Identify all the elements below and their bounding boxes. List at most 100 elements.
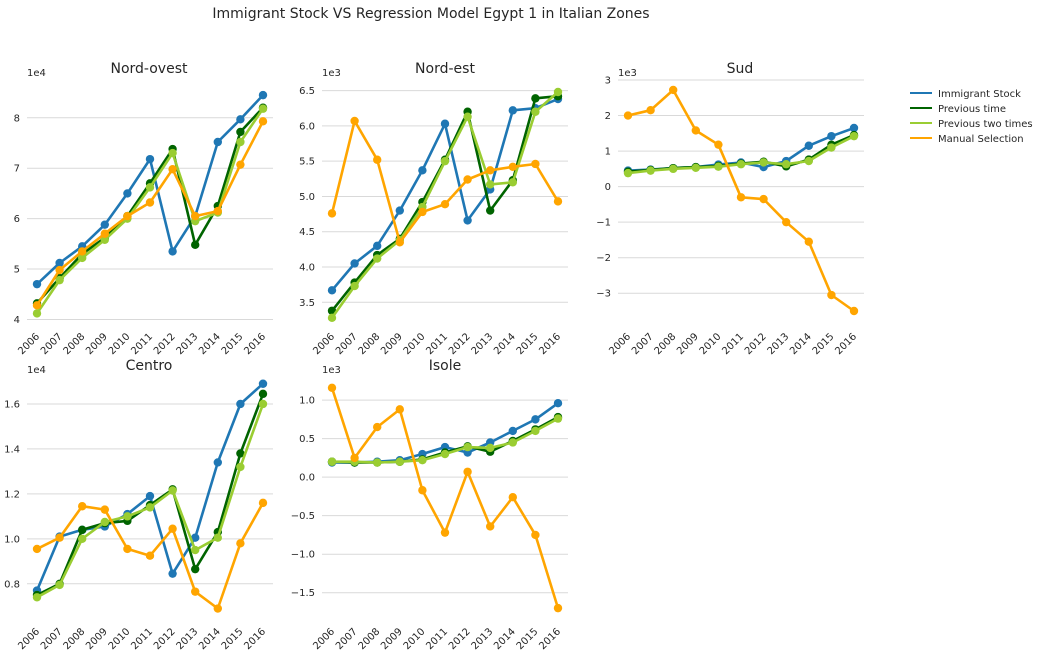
data-point-previous-two-times bbox=[782, 160, 791, 169]
data-point-manual-selection bbox=[123, 544, 132, 554]
y-offset-label: 1e4 bbox=[27, 365, 46, 376]
x-tick-label: 2008 bbox=[62, 626, 88, 652]
panel-title: Nord-ovest bbox=[111, 61, 189, 77]
data-point-previous-two-times bbox=[418, 456, 427, 465]
data-point-manual-selection bbox=[327, 209, 337, 218]
x-tick-label: 2014 bbox=[788, 331, 814, 357]
data-point-manual-selection bbox=[327, 383, 337, 392]
data-point-manual-selection bbox=[236, 539, 245, 548]
legend-label: Immigrant Stock bbox=[938, 89, 1021, 100]
panel-isole: Isole 1e3 −1.5−1.0−0.50.00.51.0200620072… bbox=[291, 358, 568, 652]
data-point-previous-two-times bbox=[32, 593, 42, 602]
x-tick-label: 2014 bbox=[492, 626, 518, 652]
y-tick-label: −3 bbox=[596, 289, 611, 300]
y-tick-label: 6.0 bbox=[299, 121, 315, 132]
data-point-previous-two-times bbox=[100, 517, 110, 527]
data-point-manual-selection bbox=[804, 237, 813, 246]
data-point-immigrant-stock bbox=[418, 166, 427, 175]
data-point-previous-time bbox=[78, 525, 87, 535]
data-point-previous-two-times bbox=[486, 180, 495, 189]
data-point-immigrant-stock bbox=[145, 154, 155, 164]
data-point-previous-two-times bbox=[258, 104, 268, 113]
x-tick-label: 2014 bbox=[197, 331, 223, 357]
y-tick-label: −1.0 bbox=[291, 550, 315, 561]
y-offset-label: 1e3 bbox=[618, 68, 637, 79]
panel-sud: Sud 1e3 −3−2−101232006200720082009201020… bbox=[596, 61, 864, 357]
data-point-immigrant-stock bbox=[236, 115, 245, 124]
panel-title: Sud bbox=[727, 61, 754, 77]
data-point-immigrant-stock bbox=[508, 426, 517, 436]
data-point-immigrant-stock bbox=[440, 119, 450, 128]
x-tick-label: 2009 bbox=[379, 331, 405, 357]
x-tick-label: 2016 bbox=[242, 626, 268, 652]
data-point-immigrant-stock bbox=[373, 241, 382, 251]
data-point-manual-selection bbox=[168, 165, 177, 174]
x-tick-label: 2010 bbox=[402, 331, 428, 357]
data-point-previous-two-times bbox=[32, 309, 42, 318]
y-offset-label: 1e3 bbox=[322, 68, 341, 79]
plot-area: 3.54.04.55.05.56.06.52006200720082009201… bbox=[299, 86, 568, 357]
data-point-manual-selection bbox=[350, 116, 359, 126]
data-point-manual-selection bbox=[350, 453, 359, 463]
y-tick-label: −0.5 bbox=[291, 511, 315, 522]
y-tick-label: 7 bbox=[14, 164, 20, 175]
data-point-previous-two-times bbox=[759, 158, 768, 167]
data-point-previous-two-times bbox=[78, 534, 87, 544]
data-point-previous-two-times bbox=[553, 87, 563, 97]
data-point-previous-two-times bbox=[55, 580, 64, 590]
x-tick-label: 2008 bbox=[357, 331, 383, 357]
y-tick-label: 8 bbox=[14, 113, 20, 124]
data-point-manual-selection bbox=[100, 229, 110, 238]
data-point-immigrant-stock bbox=[463, 216, 472, 225]
data-point-immigrant-stock bbox=[849, 123, 859, 133]
data-point-immigrant-stock bbox=[213, 458, 222, 467]
data-point-manual-selection bbox=[145, 198, 155, 207]
x-tick-label: 2007 bbox=[39, 626, 65, 652]
panel-nord-ovest: Nord-ovest 1e4 4 5 6 7 8 20062007200820092010… bbox=[14, 61, 273, 357]
x-tick-label: 2016 bbox=[833, 331, 859, 357]
data-point-previous-two-times bbox=[486, 443, 495, 453]
data-point-immigrant-stock bbox=[191, 533, 200, 542]
x-tick-label: 2008 bbox=[653, 331, 679, 357]
data-point-manual-selection bbox=[213, 604, 222, 613]
data-point-manual-selection bbox=[418, 486, 427, 495]
x-tick-label: 2011 bbox=[424, 626, 450, 652]
data-point-manual-selection bbox=[440, 200, 450, 209]
data-point-previous-two-times bbox=[327, 313, 337, 323]
x-tick-label: 2009 bbox=[675, 331, 701, 357]
x-tick-label: 2016 bbox=[242, 331, 268, 357]
data-point-previous-two-times bbox=[669, 164, 678, 174]
data-point-manual-selection bbox=[191, 587, 200, 596]
y-tick-label: 5.5 bbox=[299, 157, 315, 168]
plot-area: 4567820062007200820092010201120122013201… bbox=[14, 90, 273, 357]
data-point-manual-selection bbox=[373, 155, 382, 164]
data-point-manual-selection bbox=[440, 528, 450, 537]
data-point-previous-two-times bbox=[373, 458, 382, 467]
data-point-previous-two-times bbox=[55, 275, 64, 285]
data-point-previous-time bbox=[486, 206, 495, 215]
data-point-previous-time bbox=[191, 240, 200, 250]
x-tick-label: 2011 bbox=[129, 331, 155, 357]
data-point-manual-selection bbox=[623, 111, 633, 120]
data-point-manual-selection bbox=[531, 159, 540, 169]
legend: Immigrant Stock Previous time Previous t… bbox=[910, 89, 1033, 145]
data-point-immigrant-stock bbox=[168, 569, 177, 578]
data-point-previous-two-times bbox=[804, 156, 813, 166]
data-point-manual-selection bbox=[395, 405, 404, 414]
data-point-manual-selection bbox=[123, 211, 132, 221]
data-point-manual-selection bbox=[100, 505, 110, 514]
data-point-previous-two-times bbox=[350, 281, 359, 291]
data-point-previous-two-times bbox=[123, 512, 132, 521]
y-tick-label: 6 bbox=[14, 214, 20, 225]
x-tick-label: 2010 bbox=[107, 626, 133, 652]
series-line-previous-two-times bbox=[35, 107, 265, 315]
x-tick-label: 2006 bbox=[16, 331, 42, 357]
panel-nord-est: Nord-est 1e3 3.54.04.55.05.56.06.5200620… bbox=[299, 61, 568, 357]
y-tick-label: 0 bbox=[605, 182, 611, 193]
data-point-manual-selection bbox=[508, 162, 517, 172]
data-point-previous-two-times bbox=[373, 254, 382, 263]
x-tick-label: 2006 bbox=[16, 626, 42, 652]
data-point-previous-two-times bbox=[463, 442, 472, 452]
data-point-immigrant-stock bbox=[350, 259, 359, 268]
